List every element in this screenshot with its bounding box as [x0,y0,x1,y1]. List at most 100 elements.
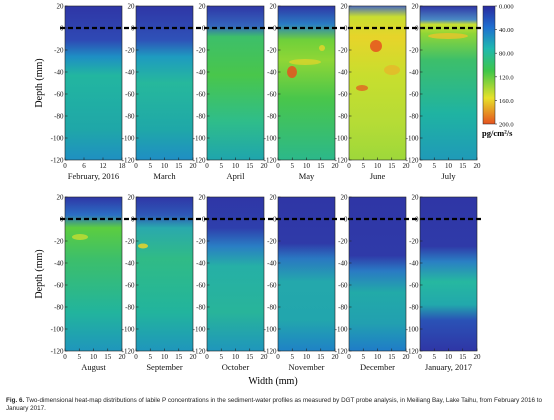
y-tick-label: -100 [264,135,277,143]
x-tick-label: 5 [433,162,437,170]
y-tick-label: -120 [193,348,206,356]
y-tick-label: -120 [51,348,64,356]
x-tick-label: 5 [220,353,224,361]
x-tick-label: 20 [403,162,411,170]
x-tick-label: 0 [347,162,351,170]
x-tick-label: 10 [374,162,382,170]
panel-november [277,196,336,352]
x-tick-label: 10 [445,162,453,170]
month-label: January, 2017 [425,362,472,372]
x-tick-label: 18 [119,162,127,170]
x-tick-label: 20 [474,353,482,361]
x-tick-label: 5 [78,353,82,361]
x-tick-label: 15 [459,353,467,361]
y-tick-label: -80 [409,304,419,312]
x-tick-label: 10 [303,162,311,170]
x-tick-label: 15 [388,353,396,361]
y-tick-label: 20 [57,3,65,11]
x-tick-label: 5 [362,162,366,170]
y-axis-label-row1: Depth (mm) [34,58,45,107]
x-tick-label: 5 [149,353,153,361]
caption-text: Two-dimensional heat-map distributions o… [6,397,542,412]
x-tick-label: 20 [474,162,482,170]
y-tick-label: -60 [267,282,277,290]
y-tick-label: -40 [125,260,135,268]
panel-may [277,5,336,161]
y-tick-label: -100 [406,326,419,334]
panel-october [206,196,265,352]
y-tick-label: -20 [54,47,64,55]
x-tick-label: 0 [418,353,422,361]
x-tick-label: 15 [388,162,396,170]
y-tick-label: -120 [335,348,348,356]
y-tick-label: -80 [338,113,348,121]
x-tick-label: 12 [100,162,108,170]
x-tick-label: 5 [433,353,437,361]
month-label: March [153,171,176,181]
y-tick-label: 20 [57,194,65,202]
y-tick-label: -60 [125,91,135,99]
x-tick-label: 15 [317,162,325,170]
x-tick-label: 20 [332,353,340,361]
y-tick-label: -60 [338,282,348,290]
y-tick-label: -40 [54,69,64,77]
y-tick-label: -40 [267,260,277,268]
x-tick-label: 20 [119,353,127,361]
x-tick-label: 15 [246,162,254,170]
x-tick-label: 6 [82,162,86,170]
y-tick-label: -40 [338,260,348,268]
y-tick-label: -80 [125,304,135,312]
y-tick-label: -100 [335,326,348,334]
y-tick-label: -100 [406,135,419,143]
panel-january-2017 [419,196,478,352]
x-tick-label: 15 [175,162,183,170]
y-tick-label: -40 [125,69,135,77]
x-tick-label: 10 [161,162,169,170]
y-tick-label: -40 [54,260,64,268]
x-tick-label: 5 [291,353,295,361]
y-tick-label: -60 [54,91,64,99]
y-tick-label: 20 [128,194,136,202]
y-tick-label: -60 [54,282,64,290]
y-tick-label: -60 [409,282,419,290]
x-tick-label: 20 [261,162,269,170]
x-tick-label: 0 [63,353,67,361]
caption-label: Fig. 6. [6,397,25,404]
y-tick-label: -100 [264,326,277,334]
y-tick-label: -120 [264,348,277,356]
y-tick-label: -80 [54,304,64,312]
y-tick-label: -40 [196,260,206,268]
x-tick-label: 0 [347,353,351,361]
x-tick-label: 5 [149,162,153,170]
y-tick-label: 20 [199,194,207,202]
x-tick-label: 10 [232,162,240,170]
panel-march [135,5,194,161]
y-tick-label: -120 [193,157,206,165]
y-tick-label: -40 [338,69,348,77]
y-tick-label: 0 [202,216,206,224]
month-label: February, 2016 [68,171,119,181]
y-tick-label: -120 [406,157,419,165]
panel-september [135,196,194,352]
x-tick-label: 20 [332,162,340,170]
month-label: August [81,362,106,372]
y-tick-label: -20 [338,47,348,55]
x-tick-label: 5 [291,162,295,170]
y-tick-label: -80 [196,113,206,121]
y-tick-label: 0 [415,216,419,224]
y-tick-label: -60 [409,91,419,99]
y-tick-label: 0 [273,25,277,33]
x-tick-label: 0 [205,162,209,170]
colorbar-tick-label: 200.0 [499,122,514,129]
y-tick-label: -20 [196,238,206,246]
x-tick-label: 0 [276,353,280,361]
colorbar-tick-label: 80.00 [499,51,514,58]
y-tick-label: 0 [415,25,419,33]
y-tick-label: -60 [196,282,206,290]
y-tick-label: 20 [128,3,136,11]
x-tick-label: 0 [134,162,138,170]
y-tick-label: -100 [122,135,135,143]
x-tick-label: 20 [190,162,198,170]
panel-april [206,5,265,161]
x-tick-label: 10 [374,353,382,361]
